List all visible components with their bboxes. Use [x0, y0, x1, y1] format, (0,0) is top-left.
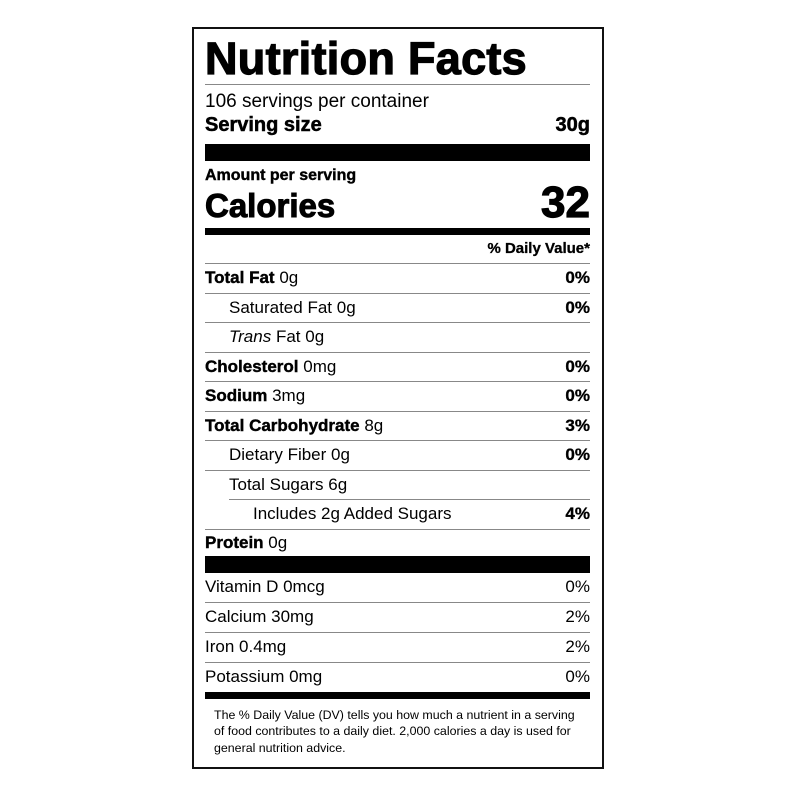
calories-row: Calories 32 [204, 178, 590, 227]
thick-divider [205, 555, 590, 573]
nutrient-row-trans-fat: Trans Fat 0g [205, 322, 590, 352]
nutrient-name: Total Carbohydrate [205, 415, 360, 435]
calories-label: Calories [204, 187, 336, 225]
nutrient-dv: 0% [565, 297, 590, 317]
amount-per-serving: Amount per serving [205, 167, 357, 184]
nutrient-amount: 0mg [303, 356, 337, 376]
nutrient-name: Trans [229, 327, 272, 347]
vitamin-dv: 0% [565, 577, 590, 596]
nutrient-dv: 3% [565, 415, 590, 435]
nutrient-amount: 8g [364, 415, 384, 435]
vitamin-row: Vitamin D 0mcg 0% [205, 573, 590, 602]
nutrient-amount: 0g [279, 268, 299, 288]
nutrient-dv: 0% [565, 268, 590, 288]
divider [205, 84, 590, 85]
nutrient-name: Cholesterol [205, 356, 299, 376]
nutrient-amount: 0g [331, 445, 350, 465]
nutrient-amount: 3mg [272, 386, 306, 406]
nutrient-row-saturated-fat: Saturated Fat 0g 0% [205, 292, 590, 323]
servings-per-container: 106 servings per container [205, 91, 429, 112]
serving-size: Serving size 30g [205, 113, 591, 137]
nutrient-row-sodium: Sodium 3mg 0% [205, 381, 590, 411]
nutrient-amount: 0g [268, 532, 288, 552]
vitamin-amount: Potassium 0mg [205, 667, 323, 686]
nutrient-name-suffix: Fat [275, 327, 301, 347]
nutrient-row-cholesterol: Cholesterol 0mg 0% [205, 351, 590, 382]
nutrient-row-added-sugars: Includes 2g Added Sugars 4% [229, 499, 590, 529]
nutrient-row-dietary-fiber: Dietary Fiber 0g 0% [205, 440, 590, 470]
serving-size-label: Serving size [205, 114, 322, 137]
nutrient-name: Includes 2g Added Sugars [253, 504, 452, 524]
thick-divider [205, 144, 590, 161]
medium-divider [205, 691, 590, 699]
vitamin-amount: Iron 0.4mg [205, 637, 287, 656]
serving-size-value: 30g [555, 114, 590, 137]
nutrient-name: Saturated Fat [229, 297, 333, 317]
nutrient-name: Sodium [205, 386, 268, 406]
nutrient-dv: 4% [565, 504, 590, 524]
vitamin-dv: 2% [565, 607, 590, 626]
nutrient-row-total-fat: Total Fat 0g 0% [205, 263, 590, 293]
nutrient-dv: 0% [565, 356, 590, 376]
nutrient-amount: 0g [305, 327, 325, 347]
nutrient-amount: 6g [328, 474, 348, 494]
label-title: Nutrition Facts [204, 33, 528, 84]
nutrient-row-protein: Protein 0g [205, 528, 590, 556]
nutrient-row-total-sugars: Total Sugars 6g [205, 469, 590, 500]
medium-divider [205, 228, 590, 235]
vitamin-row: Calcium 30mg 2% [205, 601, 590, 632]
nutrient-dv: 0% [565, 386, 590, 406]
nutrient-row-total-carbohydrate: Total Carbohydrate 8g 3% [205, 410, 590, 441]
nutrition-facts-label: Nutrition Facts 106 servings per contain… [192, 27, 604, 769]
vitamin-dv: 0% [565, 667, 590, 686]
daily-value-header: % Daily Value* [487, 240, 590, 257]
footnote: The % Daily Value (DV) tells you how muc… [214, 707, 575, 755]
nutrient-name: Dietary Fiber [229, 445, 327, 465]
vitamin-amount: Vitamin D 0mcg [205, 577, 325, 596]
vitamin-dv: 2% [565, 637, 590, 656]
nutrient-amount: 0g [336, 297, 356, 317]
vitamin-amount: Calcium 30mg [205, 607, 314, 626]
nutrient-name: Total Fat [205, 268, 275, 288]
nutrient-dv: 0% [565, 445, 590, 465]
vitamin-row: Iron 0.4mg 2% [205, 631, 590, 662]
calories-value: 32 [540, 178, 590, 227]
vitamin-row: Potassium 0mg 0% [205, 661, 590, 692]
nutrient-name: Protein [205, 532, 264, 552]
nutrient-name: Total Sugars [229, 474, 324, 494]
